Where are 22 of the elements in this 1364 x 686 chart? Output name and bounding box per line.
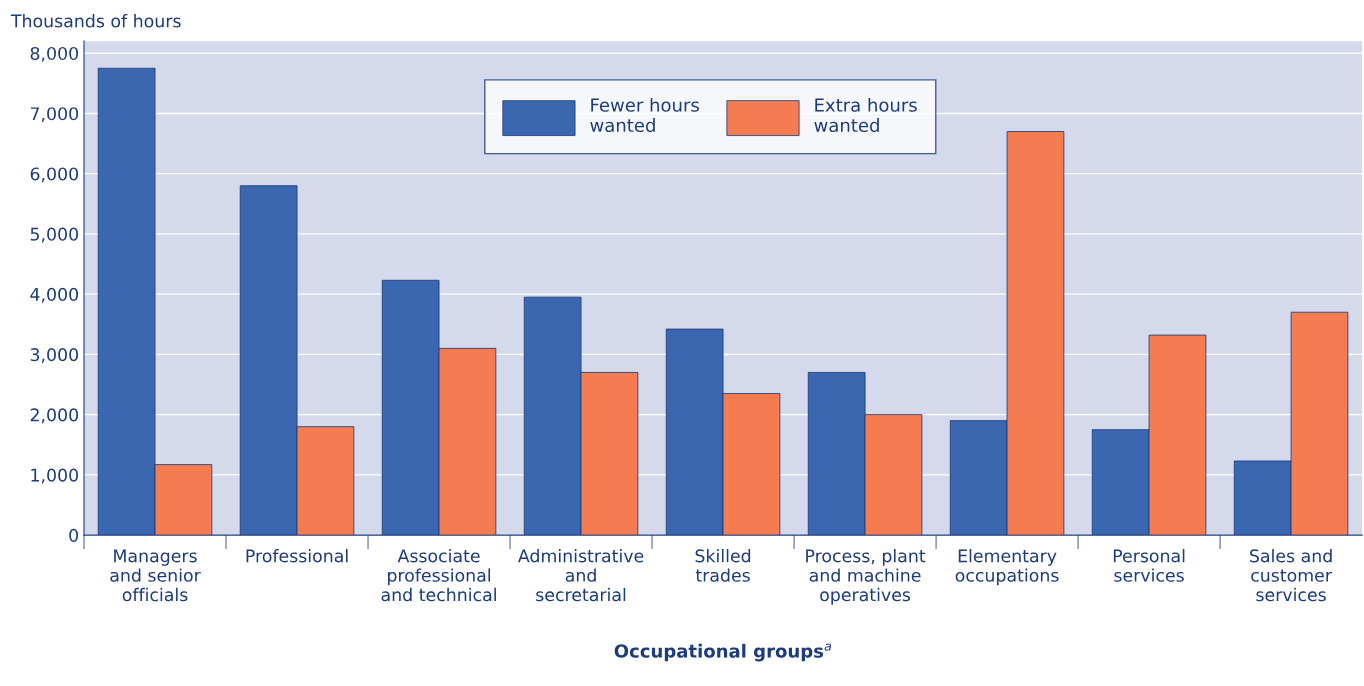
x-axis-title: Occupational groups$^{a}$: [614, 643, 832, 662]
x-tick-label: Associate professional and technical: [381, 548, 496, 602]
y-tick-label: 3,000: [30, 348, 79, 363]
x-tick-label: Personal services: [1113, 548, 1185, 582]
y-tick-label: 7,000: [30, 107, 79, 123]
x-tick-label: Managers and senior officials: [110, 549, 201, 602]
y-tick-label: 0: [69, 528, 79, 542]
y-tick-label: 5,000: [30, 227, 79, 243]
legend-label: Extra hours wanted: [814, 97, 917, 133]
y-tick-label: 1,000: [31, 468, 79, 484]
x-tick-label: Skilled trades: [695, 548, 751, 582]
y-tick-label: 2,000: [30, 408, 79, 424]
y-tick-label: 8,000: [30, 46, 79, 62]
x-tick-label: Process, plant and machine operatives: [806, 548, 926, 605]
x-tick-label: Administrative and secretarial: [518, 548, 644, 602]
x-tick-label: Professional: [246, 548, 348, 563]
y-tick-label: 4,000: [30, 287, 79, 303]
y-tick-label: 6,000: [30, 167, 79, 183]
x-tick-label: Elementary occupations: [955, 548, 1059, 586]
y-axis-title: Thousands of hours: [10, 14, 181, 28]
legend-label: Fewer hours wanted: [590, 97, 699, 133]
x-tick-label: Sales and customer services: [1250, 548, 1332, 602]
